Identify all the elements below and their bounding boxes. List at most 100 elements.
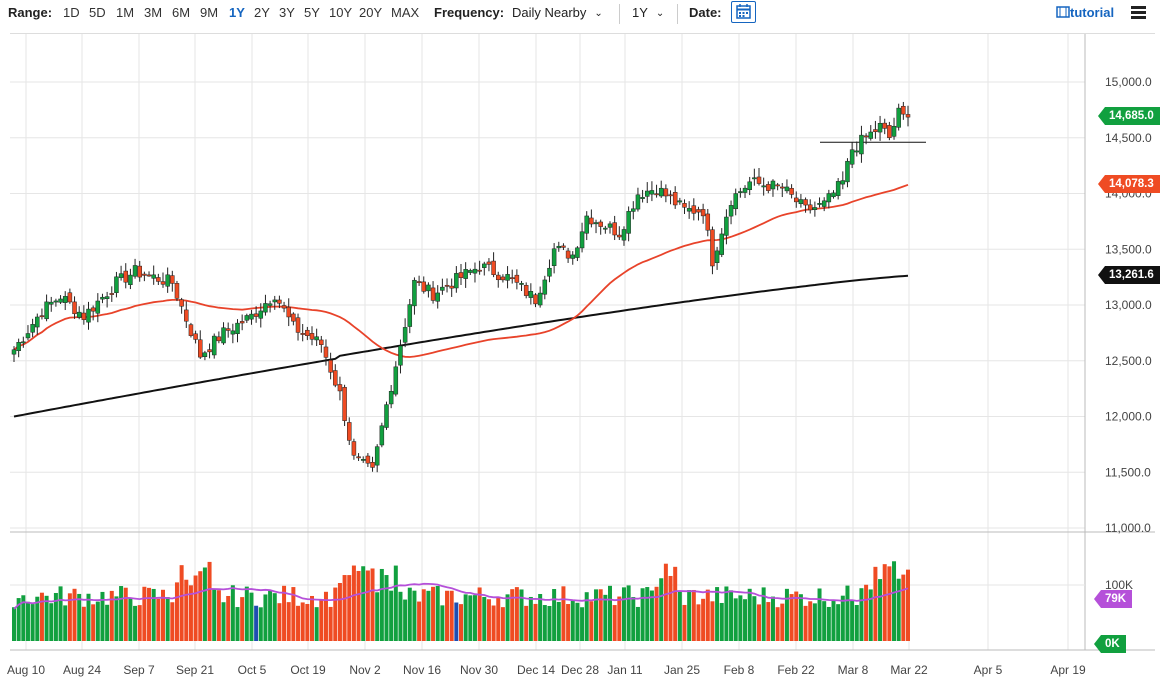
frequency-dropdown[interactable]: Daily Nearby ⌄	[512, 5, 603, 20]
volume-bar	[873, 566, 878, 641]
candle-down	[72, 301, 77, 315]
volume-bar	[775, 607, 780, 641]
range-button-9m[interactable]: 9M	[200, 5, 219, 20]
volume-bar	[840, 595, 845, 641]
volume-bar	[757, 604, 761, 641]
candle-down	[444, 284, 450, 287]
candle-down	[193, 333, 198, 340]
volume-bar	[584, 592, 589, 641]
volume-bar	[663, 563, 668, 641]
range-button-1m[interactable]: 1M	[116, 5, 135, 20]
y-tick-label: 13,500.0	[1105, 242, 1152, 256]
candle-down	[672, 192, 678, 206]
candle-down	[514, 274, 520, 283]
volume-bar	[184, 579, 189, 641]
candle-up	[719, 233, 724, 255]
volume-bar	[766, 602, 771, 641]
volume-bar	[207, 561, 212, 641]
candle-up	[826, 193, 832, 203]
volume-bar	[188, 585, 193, 641]
candle-down	[780, 186, 785, 189]
volume-bar	[296, 605, 301, 641]
candle-up	[724, 216, 729, 236]
candle-down	[458, 272, 464, 278]
candle-down	[598, 221, 603, 227]
volume-bar	[449, 590, 454, 641]
candle-up	[463, 269, 468, 279]
candle-down	[803, 199, 808, 206]
volume-bar	[216, 590, 221, 641]
candle-up	[76, 311, 82, 318]
range-button-max[interactable]: MAX	[391, 5, 420, 20]
menu-icon[interactable]	[1131, 6, 1146, 19]
volume-bar	[286, 602, 291, 641]
y-tick-label: 13,000.0	[1105, 298, 1152, 312]
candle-down	[174, 283, 180, 299]
volume-bar	[687, 590, 692, 641]
range-button-2y[interactable]: 2Y	[254, 5, 270, 20]
tutorial-link[interactable]: tutorial	[1056, 5, 1114, 20]
date-picker-button[interactable]	[731, 1, 756, 23]
volume-bar	[608, 585, 612, 641]
period-dropdown[interactable]: 1Y ⌄	[632, 5, 664, 20]
volume-bar	[594, 589, 599, 641]
volume-bar	[314, 607, 319, 641]
candle-down	[863, 135, 869, 138]
candle-up	[86, 308, 91, 323]
volume-bar	[710, 601, 715, 641]
candle-up	[570, 254, 575, 259]
ma-fast-badge: 14,078.3	[1098, 175, 1160, 193]
candle-up	[244, 315, 250, 321]
toolbar-border	[10, 33, 1155, 34]
volume-bar	[244, 586, 249, 641]
candle-up	[16, 342, 21, 352]
volume-bar	[463, 594, 468, 641]
candle-down	[882, 122, 887, 129]
volume-bar	[337, 582, 342, 641]
candle-down	[198, 339, 203, 358]
candle-up	[165, 274, 170, 287]
volume-bar	[431, 586, 436, 641]
range-button-6m[interactable]: 6M	[172, 5, 191, 20]
chevron-down-icon: ⌄	[594, 8, 603, 19]
volume-bar	[86, 593, 91, 641]
range-button-1d[interactable]: 1D	[63, 5, 80, 20]
candle-up	[151, 274, 156, 279]
candle-up	[607, 223, 613, 228]
range-button-1y[interactable]: 1Y	[229, 5, 245, 20]
candle-down	[416, 281, 422, 283]
candle-down	[179, 299, 184, 307]
toolbar: Range: 1D 5D 1M 3M 6M 9M 1Y 2Y 3Y 5Y 10Y 20Y MAX Fre…	[0, 0, 1161, 28]
volume-bar	[389, 590, 394, 641]
volume-bar	[202, 567, 207, 641]
range-button-3y[interactable]: 3Y	[279, 5, 295, 20]
candle-down	[668, 194, 673, 197]
candle-up	[593, 222, 599, 225]
price-chart[interactable]: Aug 10 Aug 24 Sep 7 Sep 21 Oct 5 Oct 19 Nov 2 N…	[0, 34, 1161, 687]
volume-bar	[477, 587, 482, 641]
volume-bar	[789, 594, 794, 641]
candle-up	[314, 336, 319, 341]
range-button-5d[interactable]: 5D	[89, 5, 106, 20]
range-button-5y[interactable]: 5Y	[304, 5, 320, 20]
volume-bar	[892, 561, 897, 641]
range-button-10y[interactable]: 10Y	[329, 5, 353, 20]
candle-up	[728, 205, 734, 217]
volume-bar	[705, 589, 710, 641]
volume-bar	[822, 601, 827, 641]
frequency-value: Daily Nearby	[512, 5, 587, 20]
range-button-3m[interactable]: 3M	[144, 5, 163, 20]
slow-moving-average-line	[13, 274, 909, 418]
candle-up	[384, 404, 389, 428]
volume-bar	[733, 598, 738, 641]
moving-averages	[13, 141, 926, 418]
candle-up	[472, 268, 478, 274]
candle-down	[347, 422, 352, 441]
volume-bar	[35, 596, 40, 641]
volume-bar	[361, 566, 366, 641]
volume-bar	[356, 570, 361, 641]
range-button-20y[interactable]: 20Y	[359, 5, 383, 20]
volume-bar	[826, 606, 831, 641]
volume-bar	[552, 589, 557, 641]
toolbar-divider	[677, 4, 678, 24]
